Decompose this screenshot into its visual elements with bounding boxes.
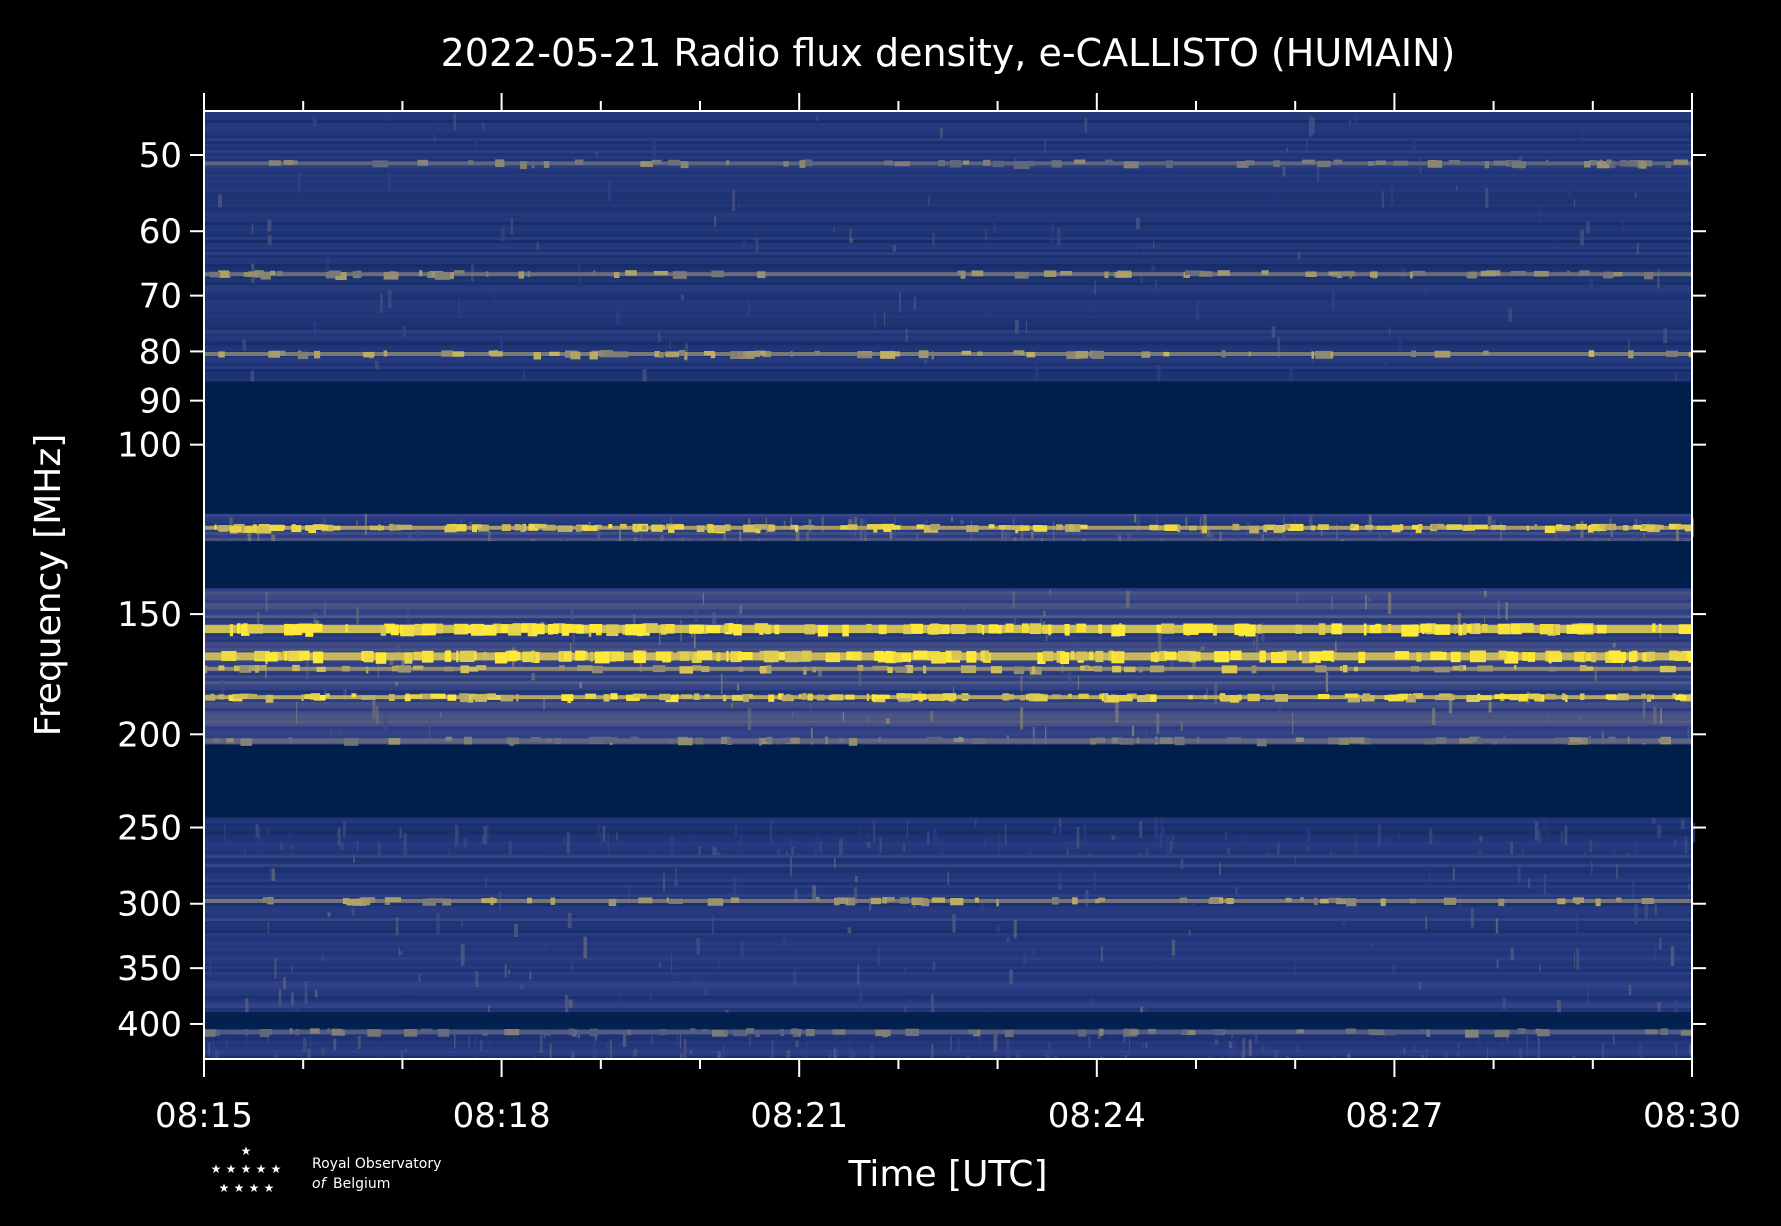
emission-line — [204, 523, 1692, 534]
svg-text:★: ★ — [241, 1162, 252, 1176]
emission-line — [204, 270, 1692, 280]
x-tick-label: 08:27 — [1345, 1096, 1443, 1136]
emission-line — [204, 623, 1692, 637]
svg-text:★: ★ — [271, 1162, 282, 1176]
y-tick-label: 70 — [139, 277, 182, 317]
svg-text:★: ★ — [256, 1162, 267, 1176]
emission-line — [204, 1028, 1692, 1038]
x-tick-label: 08:15 — [155, 1096, 253, 1136]
svg-text:★: ★ — [211, 1162, 222, 1176]
y-tick-label: 250 — [117, 809, 182, 849]
emission-line — [204, 650, 1692, 664]
logo-text-line2: Belgium — [333, 1176, 390, 1192]
y-axis-label: Frequency [MHz] — [28, 434, 69, 737]
y-tick-label: 150 — [117, 595, 182, 635]
y-tick-label: 200 — [117, 715, 182, 755]
plot-frame — [203, 110, 1693, 1060]
plot-area — [203, 110, 1696, 1060]
y-tick-label: 350 — [117, 949, 182, 989]
y-tick-label: 100 — [117, 426, 182, 466]
emission-line — [204, 896, 1692, 907]
y-tick-label: 60 — [139, 212, 182, 252]
emission-line — [204, 350, 1692, 360]
royal-observatory-logo: ★ ★ ★ ★ ★ ★ ★ ★ ★ ★ Royal Observatory of… — [211, 1144, 442, 1195]
svg-text:★: ★ — [249, 1181, 260, 1195]
logo-text-of: of — [312, 1176, 328, 1192]
logo-text-line1: Royal Observatory — [312, 1156, 441, 1172]
x-tick-label: 08:21 — [750, 1096, 848, 1136]
heatmap-band-texture — [204, 111, 1692, 382]
y-tick-label: 80 — [139, 332, 182, 372]
svg-text:★: ★ — [219, 1181, 230, 1195]
heatmap-band-texture — [204, 855, 1692, 1013]
heatmap-band-texture — [204, 817, 1696, 856]
y-tick-label: 400 — [117, 1005, 182, 1045]
heatmap-band-texture — [204, 513, 1694, 542]
svg-text:★: ★ — [226, 1162, 237, 1176]
heatmap-band — [204, 1012, 1692, 1030]
x-tick-label: 08:24 — [1048, 1096, 1146, 1136]
x-tick-label: 08:18 — [453, 1096, 551, 1136]
svg-text:★: ★ — [241, 1144, 252, 1158]
heatmap-band-texture — [204, 588, 1692, 745]
svg-text:★: ★ — [234, 1181, 245, 1195]
heatmap-band — [204, 381, 1692, 514]
heatmap-band — [204, 541, 1692, 589]
x-axis-label: Time [UTC] — [847, 1154, 1047, 1195]
emission-line — [204, 693, 1692, 704]
emission-line — [204, 736, 1692, 747]
logo-stars-icon: ★ ★ ★ ★ ★ ★ ★ ★ ★ ★ — [211, 1144, 282, 1195]
x-axis: 08:15 08:18 08:21 08:24 08:27 08:30 — [155, 93, 1741, 1136]
y-tick-label: 90 — [139, 382, 182, 422]
x-tick-label: 08:30 — [1643, 1096, 1741, 1136]
heatmap-band — [204, 744, 1692, 818]
emission-line — [204, 159, 1692, 170]
spectrogram-heatmap — [204, 111, 1696, 1059]
y-tick-label: 300 — [117, 885, 182, 925]
y-tick-label: 50 — [139, 136, 182, 176]
chart-title: 2022-05-21 Radio flux density, e-CALLIST… — [441, 31, 1456, 75]
svg-text:★: ★ — [264, 1181, 275, 1195]
emission-line — [204, 664, 1692, 675]
